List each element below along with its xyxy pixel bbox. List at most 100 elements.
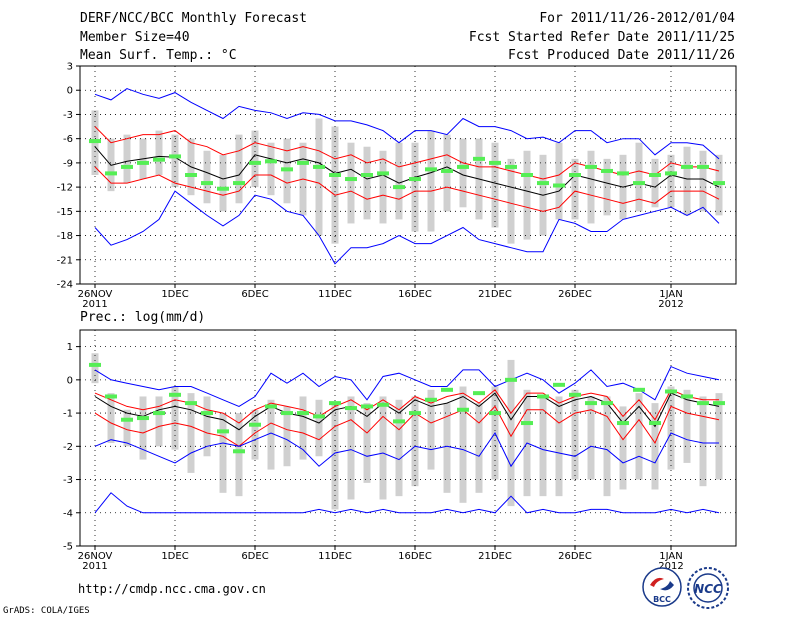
x-tick-label: 21DEC bbox=[478, 289, 512, 300]
spread-box bbox=[715, 393, 723, 480]
grads-credit: GrADS: COLA/IGES bbox=[3, 606, 90, 616]
climatology-marker bbox=[505, 164, 517, 169]
spread-box bbox=[475, 403, 483, 493]
spread-box bbox=[571, 158, 579, 220]
forecast-period: For 2011/11/26-2012/01/04 bbox=[539, 11, 735, 26]
precip-label: Prec.: log(mm/d) bbox=[80, 310, 206, 325]
series-line-ensemble-max bbox=[94, 365, 720, 407]
spread-box bbox=[219, 413, 227, 493]
bcc-logo: BCC bbox=[642, 567, 682, 607]
x-tick-label: 16DEC bbox=[398, 551, 432, 562]
climatology-marker bbox=[217, 186, 229, 191]
spread-box bbox=[427, 389, 435, 470]
spread-box bbox=[395, 142, 403, 220]
y-tick-label: -9 bbox=[63, 158, 73, 169]
climatology-marker bbox=[569, 392, 581, 397]
climatology-marker bbox=[297, 411, 309, 416]
climatology-marker bbox=[505, 377, 517, 382]
spread-box bbox=[331, 403, 339, 510]
spread-box bbox=[91, 353, 99, 384]
climatology-marker bbox=[553, 382, 565, 387]
climatology-marker bbox=[345, 406, 357, 411]
climatology-marker bbox=[457, 407, 469, 412]
climatology-marker bbox=[665, 389, 677, 394]
spread-box bbox=[219, 154, 227, 212]
spread-box bbox=[683, 389, 691, 463]
spread-box bbox=[427, 130, 435, 232]
climatology-marker bbox=[345, 177, 357, 182]
spread-box bbox=[379, 396, 387, 500]
series-line-ensemble-mean bbox=[94, 146, 720, 196]
climatology-marker bbox=[681, 164, 693, 169]
spread-box bbox=[699, 150, 707, 212]
y-tick-label: -1 bbox=[63, 409, 73, 420]
climatology-marker bbox=[553, 183, 565, 188]
climatology-marker bbox=[473, 391, 485, 396]
y-tick-label: 0 bbox=[67, 86, 73, 97]
plot-frame bbox=[79, 329, 737, 547]
x-tick-label: 11DEC bbox=[318, 551, 352, 562]
climatology-marker bbox=[521, 173, 533, 177]
climatology-marker bbox=[281, 411, 293, 416]
variable-label: Mean Surf. Temp.: °C bbox=[80, 48, 237, 63]
series-line-mean-std bbox=[94, 166, 720, 212]
climatology-marker bbox=[265, 159, 277, 164]
spread-box bbox=[587, 396, 595, 480]
spread-box bbox=[123, 409, 131, 447]
spread-box bbox=[123, 134, 131, 184]
x-tick-label: 1DEC bbox=[161, 289, 188, 300]
spread-box bbox=[203, 396, 211, 457]
series-line-ensemble-mean bbox=[94, 392, 720, 431]
spread-box bbox=[555, 396, 563, 497]
spread-box bbox=[635, 393, 643, 480]
climatology-marker bbox=[297, 160, 309, 165]
climatology-marker bbox=[121, 417, 133, 422]
spread-box bbox=[203, 150, 211, 204]
climatology-marker bbox=[713, 181, 725, 186]
climatology-marker bbox=[249, 422, 261, 427]
spread-box bbox=[363, 403, 371, 483]
spread-box bbox=[619, 406, 627, 490]
climatology-marker bbox=[425, 167, 437, 172]
spread-box bbox=[267, 142, 275, 196]
spread-box bbox=[235, 413, 243, 497]
spread-box bbox=[411, 396, 419, 487]
climatology-marker bbox=[537, 181, 549, 186]
spread-box bbox=[571, 389, 579, 480]
climatology-marker bbox=[233, 449, 245, 454]
climatology-marker bbox=[617, 421, 629, 426]
x-tick-label: 21DEC bbox=[478, 551, 512, 562]
x-tick-label: 2012 bbox=[658, 299, 683, 310]
spread-box bbox=[379, 150, 387, 224]
spread-box bbox=[267, 399, 275, 470]
climatology-marker bbox=[313, 414, 325, 419]
spread-box bbox=[315, 118, 323, 236]
climatology-marker bbox=[105, 171, 117, 176]
x-tick-label: 26NOV bbox=[78, 551, 113, 562]
climatology-marker bbox=[425, 397, 437, 402]
y-tick-label: 0 bbox=[67, 375, 73, 386]
climatology-marker bbox=[633, 387, 645, 392]
x-tick-label: 2011 bbox=[82, 561, 107, 572]
climatology-marker bbox=[585, 164, 597, 169]
spread-box bbox=[603, 158, 611, 216]
spread-box bbox=[715, 154, 723, 216]
climatology-marker bbox=[121, 164, 133, 169]
climatology-marker bbox=[377, 402, 389, 407]
spread-box bbox=[235, 134, 243, 204]
climatology-marker bbox=[153, 157, 165, 162]
climatology-marker bbox=[169, 154, 181, 159]
bcc-logo-text: BCC bbox=[653, 595, 671, 604]
climatology-marker bbox=[153, 411, 165, 416]
spread-box bbox=[507, 158, 515, 244]
x-tick-label: 1DEC bbox=[161, 551, 188, 562]
x-tick-label: 11DEC bbox=[318, 289, 352, 300]
series-line-mean-std bbox=[94, 126, 720, 180]
climatology-marker bbox=[185, 401, 197, 406]
spread-box bbox=[315, 399, 323, 457]
spread-box bbox=[107, 393, 115, 443]
spread-box bbox=[251, 409, 259, 460]
climatology-marker bbox=[105, 394, 117, 399]
climatology-marker bbox=[697, 401, 709, 406]
climatology-marker bbox=[393, 185, 405, 190]
